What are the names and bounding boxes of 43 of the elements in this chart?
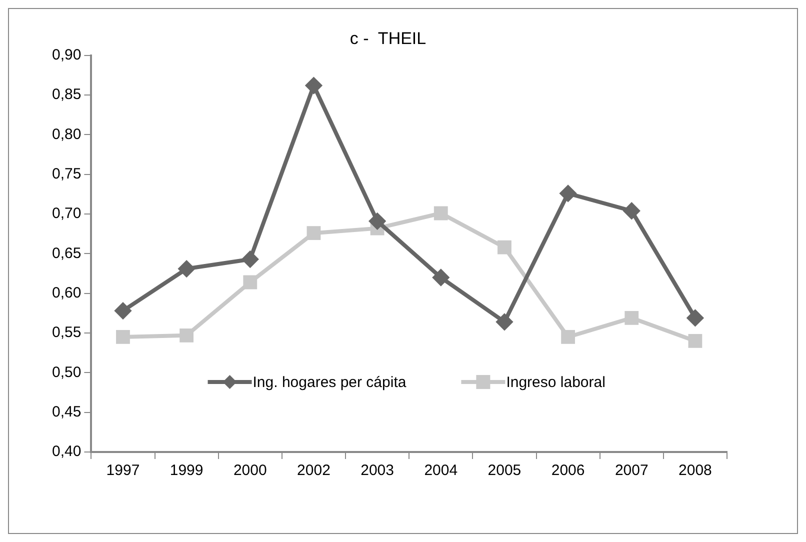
- x-tick-label: 2002: [297, 462, 330, 480]
- x-tick-label: 1997: [106, 462, 140, 480]
- x-tick-label: 2000: [233, 462, 267, 480]
- point: [178, 260, 195, 277]
- x-tick-label: 2005: [488, 462, 522, 480]
- x-tick-label: 2003: [360, 462, 394, 480]
- chart-title: c - THEIL: [350, 28, 426, 48]
- y-tick-label: 0,85: [52, 86, 82, 104]
- x-tick-label: 2008: [678, 462, 712, 480]
- y-tick-label: 0,45: [52, 403, 82, 420]
- point: [560, 185, 576, 202]
- x-tick-label: 2007: [614, 462, 648, 480]
- point: [496, 314, 512, 330]
- point: [498, 240, 512, 254]
- point: [306, 226, 321, 240]
- point: [243, 275, 258, 290]
- point: [624, 202, 640, 219]
- y-tick-label: 0,55: [52, 324, 82, 342]
- y-tick-label: 0,65: [52, 244, 82, 262]
- legend-label: Ingreso laboral: [506, 374, 606, 392]
- point: [242, 251, 258, 268]
- y-tick-label: 0,80: [52, 126, 82, 143]
- y-tick-label: 0,75: [52, 166, 82, 183]
- point: [688, 334, 702, 348]
- y-tick-label: 0,40: [52, 443, 82, 460]
- y-tick-label: 0,90: [52, 46, 82, 64]
- x-tick-label: 2004: [424, 462, 458, 480]
- point: [432, 269, 449, 286]
- legend-label: Ing. hogares per cápita: [252, 374, 407, 392]
- point: [114, 302, 131, 319]
- x-tick-label: 2006: [551, 462, 585, 480]
- point: [116, 330, 130, 344]
- point: [561, 330, 575, 344]
- y-tick-label: 0,50: [52, 364, 82, 381]
- y-tick-label: 0,60: [52, 284, 82, 302]
- point: [624, 311, 639, 325]
- point: [434, 206, 448, 220]
- point: [687, 310, 704, 326]
- y-tick-label: 0,70: [52, 205, 82, 222]
- point: [306, 78, 322, 94]
- point: [180, 328, 194, 342]
- point: [369, 213, 386, 230]
- x-tick-label: 1999: [170, 462, 204, 480]
